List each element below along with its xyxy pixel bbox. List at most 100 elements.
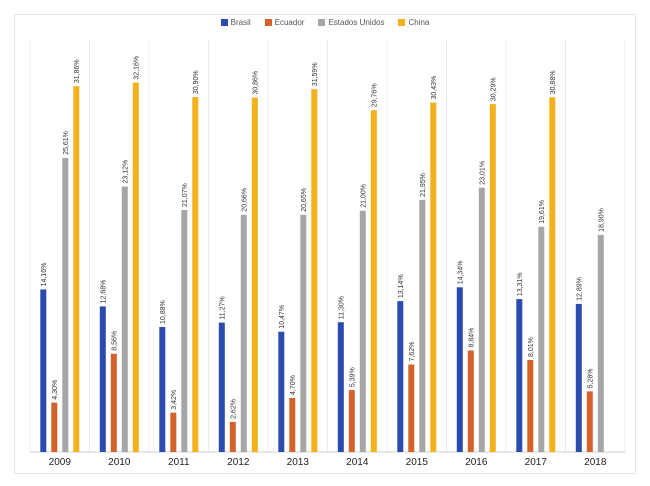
data-label: 21,95% bbox=[420, 173, 427, 197]
bar-china-2010 bbox=[132, 82, 139, 452]
x-tick-label: 2009 bbox=[49, 457, 72, 468]
bar-estados-unidos-2013 bbox=[300, 214, 307, 452]
bar-brasil-2016 bbox=[456, 287, 463, 452]
legend-swatch bbox=[220, 19, 228, 26]
bar-ecuador-2017 bbox=[527, 360, 534, 452]
data-label: 14,16% bbox=[41, 263, 48, 287]
data-label: 32,16% bbox=[133, 56, 140, 80]
bar-brasil-2018 bbox=[575, 303, 582, 452]
bar-brasil-2009 bbox=[40, 289, 47, 452]
data-label: 10,47% bbox=[279, 305, 286, 329]
x-tick-label: 2013 bbox=[287, 457, 310, 468]
data-label: 10,88% bbox=[160, 300, 167, 324]
data-label: 4,30% bbox=[52, 380, 59, 400]
legend: Brasil Ecuador Estados Unidos China bbox=[0, 18, 650, 27]
data-label: 5,28% bbox=[587, 369, 594, 389]
bar-brasil-2011 bbox=[159, 327, 166, 452]
bar-ecuador-2010 bbox=[110, 353, 117, 452]
bar-estados-unidos-2011 bbox=[181, 210, 188, 452]
data-label: 31,86% bbox=[74, 59, 81, 83]
bar-estados-unidos-2018 bbox=[597, 234, 604, 452]
bar-ecuador-2011 bbox=[170, 412, 177, 452]
bar-ecuador-2009 bbox=[51, 402, 58, 452]
legend-label: Ecuador bbox=[274, 18, 305, 27]
data-label: 20,65% bbox=[301, 188, 308, 212]
data-label: 5,39% bbox=[349, 367, 356, 387]
bar-brasil-2017 bbox=[516, 299, 523, 452]
data-label: 23,12% bbox=[122, 160, 129, 184]
data-label: 30,29% bbox=[490, 77, 497, 101]
bar-ecuador-2012 bbox=[229, 421, 236, 452]
bar-brasil-2013 bbox=[278, 331, 285, 452]
legend-item-estados-unidos: Estados Unidos bbox=[318, 18, 384, 27]
bar-brasil-2015 bbox=[397, 301, 404, 452]
bar-ecuador-2013 bbox=[289, 398, 296, 452]
data-label: 13,14% bbox=[398, 274, 405, 298]
data-label: 31,59% bbox=[312, 62, 319, 86]
legend-label: China bbox=[408, 18, 430, 27]
bar-estados-unidos-2015 bbox=[419, 199, 426, 452]
legend-label: Brasil bbox=[230, 18, 251, 27]
data-label: 21,00% bbox=[360, 184, 367, 208]
data-label: 8,01% bbox=[528, 337, 535, 357]
bar-china-2011 bbox=[192, 97, 199, 452]
data-label: 8,84% bbox=[468, 328, 475, 348]
data-label: 20,66% bbox=[241, 188, 248, 212]
bar-china-2017 bbox=[549, 97, 556, 453]
bar-brasil-2012 bbox=[218, 322, 225, 452]
data-label: 30,86% bbox=[252, 71, 259, 95]
x-tick-label: 2010 bbox=[108, 457, 131, 468]
bar-china-2016 bbox=[489, 104, 496, 452]
data-label: 23,01% bbox=[479, 161, 486, 185]
data-label: 13,31% bbox=[517, 272, 524, 296]
data-label: 14,34% bbox=[457, 261, 464, 285]
x-tick-label: 2018 bbox=[584, 457, 607, 468]
legend-item-china: China bbox=[398, 18, 429, 27]
data-label: 8,56% bbox=[111, 331, 118, 351]
data-label: 4,70% bbox=[290, 375, 297, 395]
data-label: 30,88% bbox=[550, 71, 557, 95]
bar-estados-unidos-2017 bbox=[538, 226, 545, 452]
data-label: 3,42% bbox=[171, 390, 178, 410]
data-label: 18,90% bbox=[598, 208, 605, 232]
bar-ecuador-2018 bbox=[586, 391, 593, 452]
data-label: 19,61% bbox=[539, 200, 546, 224]
legend-item-brasil: Brasil bbox=[220, 18, 251, 27]
bar-china-2015 bbox=[430, 102, 437, 452]
data-label: 2,62% bbox=[230, 399, 237, 419]
x-tick-label: 2014 bbox=[346, 457, 369, 468]
bar-estados-unidos-2009 bbox=[62, 157, 69, 452]
bar-china-2009 bbox=[73, 86, 80, 452]
bar-china-2013 bbox=[311, 89, 318, 452]
bar-brasil-2010 bbox=[99, 306, 106, 452]
data-label: 7,62% bbox=[409, 342, 416, 362]
bar-estados-unidos-2012 bbox=[240, 214, 247, 452]
bar-brasil-2014 bbox=[337, 322, 344, 452]
data-label: 11,27% bbox=[219, 296, 226, 319]
x-tick-label: 2016 bbox=[465, 457, 488, 468]
bar-china-2012 bbox=[251, 97, 258, 452]
legend-swatch bbox=[264, 19, 272, 26]
bar-ecuador-2016 bbox=[467, 350, 474, 452]
legend-swatch bbox=[398, 19, 406, 26]
legend-swatch bbox=[318, 19, 326, 26]
legend-item-ecuador: Ecuador bbox=[264, 18, 305, 27]
data-label: 21,07% bbox=[182, 183, 189, 207]
bar-china-2014 bbox=[370, 110, 377, 452]
bar-estados-unidos-2016 bbox=[478, 187, 485, 452]
x-tick-label: 2012 bbox=[227, 457, 250, 468]
data-label: 12,68% bbox=[100, 280, 107, 304]
bar-estados-unidos-2014 bbox=[359, 210, 366, 452]
data-label: 29,76% bbox=[371, 83, 378, 107]
legend-label: Estados Unidos bbox=[328, 18, 385, 27]
x-tick-label: 2015 bbox=[406, 457, 429, 468]
x-tick-label: 2011 bbox=[168, 457, 190, 468]
bar-ecuador-2014 bbox=[348, 390, 355, 452]
data-label: 12,89% bbox=[576, 277, 583, 301]
data-label: 30,90% bbox=[193, 70, 200, 94]
data-label: 11,30% bbox=[338, 296, 345, 319]
x-tick-label: 2017 bbox=[525, 457, 548, 468]
data-label: 30,43% bbox=[431, 76, 438, 100]
data-label: 25,61% bbox=[63, 131, 70, 155]
